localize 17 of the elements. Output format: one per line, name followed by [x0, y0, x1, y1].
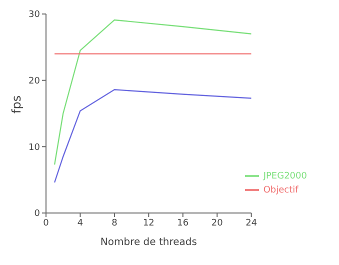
x-tick-label: 8 [112, 218, 118, 228]
legend-label: Objectif [263, 185, 298, 196]
x-tick-label: 20 [211, 218, 224, 228]
y-axis-title: fps [9, 95, 24, 114]
y-tick-label: 10 [28, 142, 40, 153]
legend-label: JPEG2000 [263, 171, 307, 182]
x-tick-label: 4 [77, 218, 84, 228]
y-tick-label: 30 [28, 10, 40, 20]
line-series [54, 19, 252, 166]
y-tick-label: 20 [28, 76, 40, 87]
x-tick-label: 24 [246, 218, 258, 228]
x-axis-title: Nombre de threads [100, 237, 197, 248]
x-tick-label: 16 [177, 218, 189, 228]
x-tick-label: 12 [142, 218, 154, 228]
y-tick-label: 0 [34, 209, 40, 220]
x-tick-label: 0 [43, 218, 50, 228]
line-series [54, 89, 252, 184]
